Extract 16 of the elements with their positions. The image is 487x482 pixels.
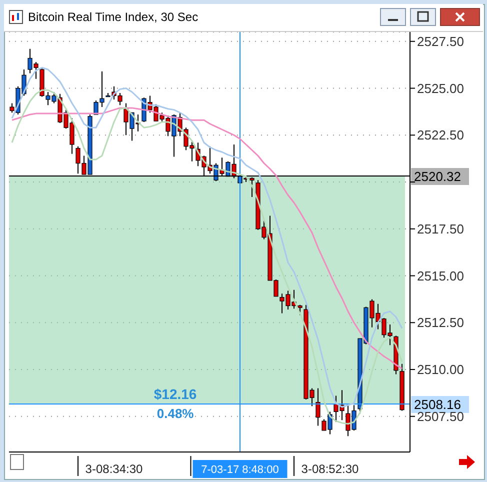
band-label: $12.16 [154,386,197,402]
chart-title: Bitcoin Real Time Index, 30 Sec [28,10,198,24]
y-tick-label: 2510.00 [417,362,464,378]
y-tick-label: 2522.50 [417,128,464,143]
candlestick [298,304,302,316]
annotation: 0.48% [156,406,194,421]
x-tick-label: 3-08:34:30 [85,462,144,476]
y-tick-label: 2515.00 [417,268,464,284]
ref-line-label: 2520.32 [414,169,461,184]
candlestick [316,388,320,426]
x-tick-label: 3-08:52:30 [301,462,360,476]
y-tick-label: 2512.50 [417,315,464,330]
y-tick-label: 2525.00 [417,80,464,96]
x-tick-label: 7-03-17 8:48:00 [201,464,279,476]
y-tick-label: 2527.50 [417,34,464,49]
y-tick-label: 2517.50 [417,221,464,236]
